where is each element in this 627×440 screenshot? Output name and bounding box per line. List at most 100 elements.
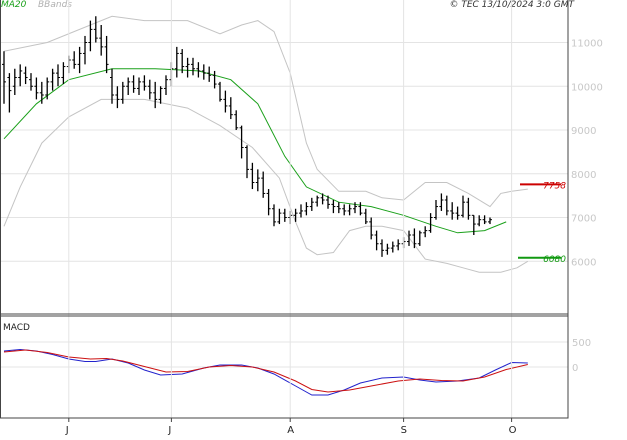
ohlc-bar xyxy=(2,51,6,104)
ohlc-bar xyxy=(385,243,390,255)
ohlc-bar xyxy=(369,217,374,240)
ohlc-bar xyxy=(180,49,185,74)
ohlc-bar xyxy=(191,57,195,76)
ohlc-bar xyxy=(115,86,120,109)
date-axis-label: S xyxy=(401,425,407,436)
resistance-level-label: 7758 xyxy=(543,181,566,191)
ohlc-bar xyxy=(444,195,449,216)
ohlc-bar xyxy=(29,73,33,91)
ohlc-bar xyxy=(104,35,109,74)
price-panel: 6000 7000 8000 9000 10000 11000 7758 6080 xyxy=(0,15,603,273)
ohlc-bar xyxy=(110,68,114,104)
outer-border xyxy=(0,0,569,419)
bollinger-upper-band xyxy=(3,15,528,208)
ohlc-bar xyxy=(477,215,482,227)
ohlc-bar xyxy=(131,75,136,93)
ohlc-bar xyxy=(174,46,179,78)
ohlc-bar xyxy=(461,195,465,218)
ohlc-bar xyxy=(396,239,401,251)
date-axis-label: J xyxy=(65,425,69,436)
ohlc-bar xyxy=(417,230,422,246)
ohlc-bar xyxy=(245,145,249,179)
ohlc-bar xyxy=(466,197,471,220)
ohlc-bar xyxy=(50,68,55,91)
ohlc-bar xyxy=(488,217,492,225)
ohlc-bar xyxy=(212,70,217,89)
support-level-label: 6080 xyxy=(543,255,566,265)
ohlc-bar xyxy=(39,81,44,104)
ohlc-bar xyxy=(423,226,428,238)
ohlc-bar xyxy=(88,20,93,52)
ohlc-bar xyxy=(23,66,28,85)
ohlc-bar xyxy=(450,202,455,220)
ohlc-bar xyxy=(277,208,282,225)
ohlc-bar xyxy=(374,230,379,251)
ohlc-bar xyxy=(390,241,395,253)
ohlc-bar xyxy=(407,230,411,246)
ohlc-bar xyxy=(12,68,17,95)
ohlc-bar xyxy=(137,77,141,95)
ohlc-bar xyxy=(250,162,255,190)
ohlc-bar xyxy=(7,73,12,113)
ohlc-bar xyxy=(304,202,309,216)
ohlc-bar xyxy=(56,64,60,87)
date-axis-label: J xyxy=(167,425,171,436)
ohlc-bar xyxy=(347,204,352,216)
ohlc-bar xyxy=(45,77,50,100)
ohlc-bar xyxy=(266,189,271,216)
ohlc-bar xyxy=(315,195,320,207)
macd-axis-label: 0 xyxy=(572,363,578,374)
ohlc-bar xyxy=(61,62,66,85)
ohlc-bar xyxy=(336,202,341,214)
price-axis-label: 8000 xyxy=(571,170,596,181)
ohlc-bar xyxy=(99,25,104,56)
ohlc-bar xyxy=(142,75,147,91)
macd-panel-title: MACD xyxy=(3,323,30,333)
ohlc-bar xyxy=(272,204,276,227)
ohlc-bar xyxy=(185,57,190,78)
ma20-line xyxy=(3,68,507,234)
ohlc-bar xyxy=(309,197,314,211)
ohlc-bar xyxy=(83,35,87,65)
ohlc-bar xyxy=(471,214,476,235)
ohlc-bar xyxy=(158,86,163,104)
ma20-legend-label: MA20 xyxy=(1,0,27,10)
ohlc-bar xyxy=(293,208,298,222)
bbands-legend-label: BBands xyxy=(38,0,72,10)
ohlc-bar xyxy=(358,202,363,216)
ohlc-bar xyxy=(164,75,168,95)
ohlc-bar xyxy=(234,110,239,130)
ohlc-bar xyxy=(196,62,201,78)
ohlc-bar xyxy=(34,77,39,100)
macd-panel: 0 500 MACD xyxy=(0,323,591,396)
ohlc-bar xyxy=(201,64,206,80)
ohlc-bar xyxy=(228,97,233,120)
ohlc-bar xyxy=(455,206,460,220)
ohlc-bar xyxy=(255,169,260,192)
macd-axis-label: 500 xyxy=(572,338,591,349)
date-axis-label: A xyxy=(287,425,294,436)
ohlc-bar xyxy=(147,79,152,100)
ohlc-bar xyxy=(72,51,77,69)
price-axis-label: 11000 xyxy=(571,39,603,50)
ohlc-bar xyxy=(482,215,487,225)
ohlc-bar xyxy=(299,204,303,218)
macd-line xyxy=(3,348,528,396)
ohlc-bar xyxy=(326,195,330,209)
price-axis-label: 7000 xyxy=(571,214,596,225)
ohlc-bar xyxy=(363,208,368,225)
ohlc-bar xyxy=(218,81,222,102)
ohlc-bar xyxy=(439,193,444,211)
ohlc-bar xyxy=(428,213,433,233)
ohlc-bar xyxy=(77,46,82,74)
ohlc-bar xyxy=(93,16,98,43)
signal-line xyxy=(3,349,528,393)
ohlc-bar xyxy=(412,228,417,249)
ohlc-bar xyxy=(120,81,125,104)
ohlc-bar xyxy=(223,90,228,113)
ohlc-bar xyxy=(239,125,244,159)
ohlc-bar xyxy=(380,239,384,257)
ohlc-bar xyxy=(261,171,266,198)
ohlc-bar xyxy=(434,200,438,220)
ohlc-bar xyxy=(331,200,336,214)
